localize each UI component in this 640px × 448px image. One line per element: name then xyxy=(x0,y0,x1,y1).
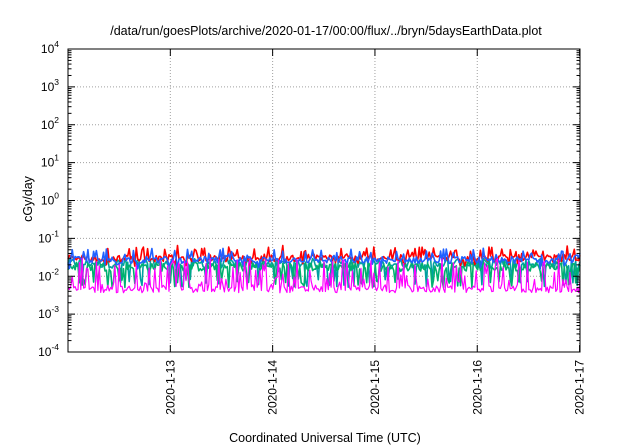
x-tick-label: 2020-1-15 xyxy=(368,360,382,415)
x-tick-label: 2020-1-16 xyxy=(470,360,484,415)
x-tick-label: 2020-1-17 xyxy=(573,360,587,415)
y-tick-label: 100 xyxy=(41,191,59,208)
series-line xyxy=(67,247,581,270)
series-layer xyxy=(67,244,581,294)
y-axis-ticks: 10-4 10-3 10-2 10-1 100 101 102 103 104 xyxy=(38,39,580,359)
y-tick-label: 10-4 xyxy=(38,342,59,359)
y-tick-label: 10-3 xyxy=(38,304,59,321)
y-axis-label: cGy/day xyxy=(21,175,35,222)
x-tick-label: 2020-1-13 xyxy=(163,360,177,415)
series-line xyxy=(67,257,581,294)
y-tick-label: 102 xyxy=(41,115,59,132)
y-tick-label: 104 xyxy=(41,39,59,56)
x-axis-label: Coordinated Universal Time (UTC) xyxy=(229,431,421,445)
y-tick-label: 101 xyxy=(41,153,59,170)
y-tick-label: 103 xyxy=(41,77,59,94)
grid xyxy=(68,49,581,352)
y-tick-label: 10-2 xyxy=(38,266,59,283)
y-tick-label: 10-1 xyxy=(38,228,59,245)
chart-title: /data/run/goesPlots/archive/2020-01-17/0… xyxy=(110,24,542,38)
x-axis-ticks: 2020-1-13 2020-1-14 2020-1-15 2020-1-16 2020… xyxy=(163,49,587,415)
x-tick-label: 2020-1-14 xyxy=(266,360,280,415)
